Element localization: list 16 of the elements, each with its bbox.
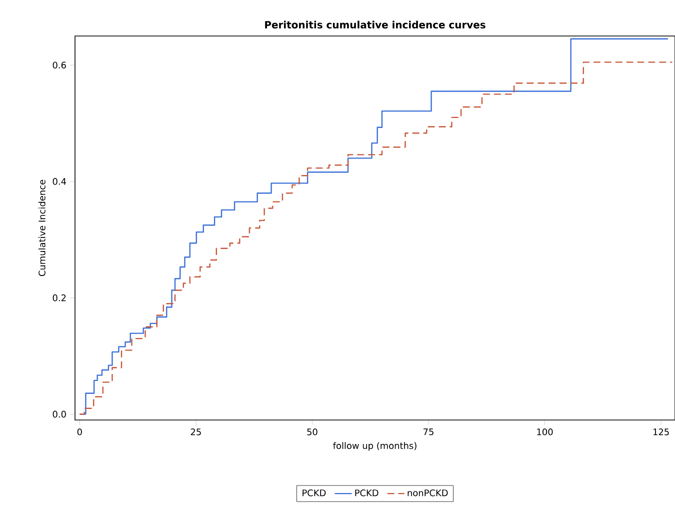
x-tick-label: 125	[653, 428, 669, 436]
legend-label: nonPCKD	[408, 489, 448, 496]
x-tick-label: 100	[537, 428, 553, 436]
chart-title: Peritonitis cumulative incidence curves	[265, 20, 486, 28]
y-tick-label: 0.2	[52, 294, 66, 302]
legend-label: PCKD	[355, 489, 378, 496]
y-tick-label: 0.0	[52, 410, 66, 418]
x-tick-label: 25	[190, 428, 201, 436]
x-tick-label: 50	[307, 428, 318, 436]
y-tick-label: 0.6	[52, 62, 66, 68]
legend-title: PCKD	[302, 489, 326, 496]
x-tick-label: 0	[77, 428, 82, 436]
x-tick-label: 75	[424, 428, 434, 436]
x-axis-title: follow up (months)	[333, 442, 416, 451]
y-tick-label: 0.4	[52, 178, 66, 185]
y-axis-title: Cumulative Incidence	[38, 180, 46, 276]
